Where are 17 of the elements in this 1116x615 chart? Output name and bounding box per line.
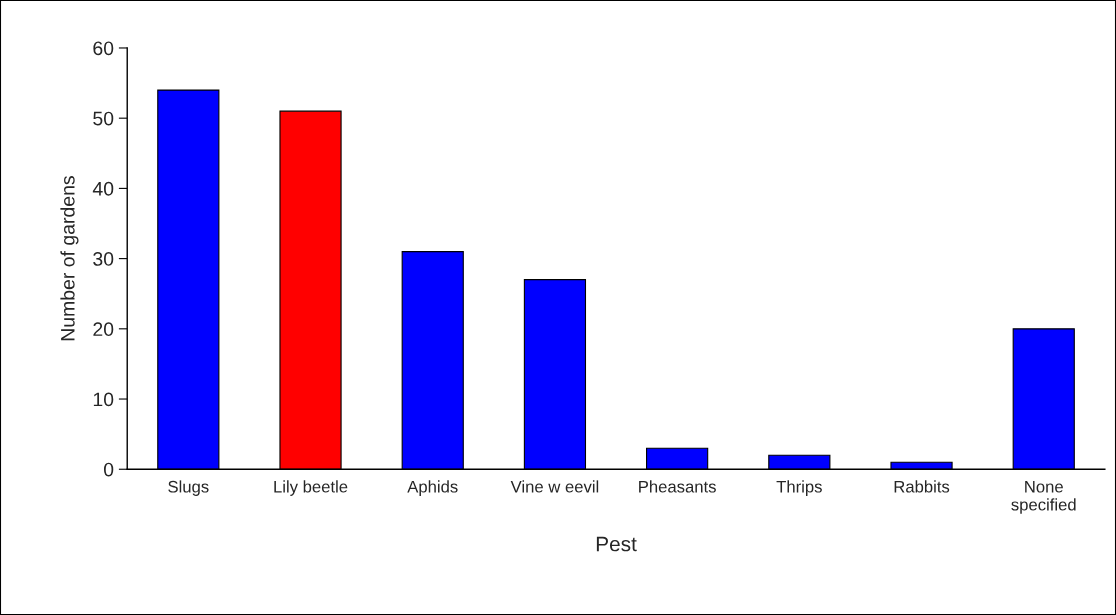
x-tick-label: Pheasants	[639, 480, 716, 493]
x-tick-label: Rabbits	[894, 480, 950, 493]
y-tick-label: 50	[93, 111, 114, 126]
x-tick-label: Aphids	[407, 480, 458, 496]
y-tick-label: 60	[93, 41, 114, 56]
x-tick-label: None specified	[1011, 480, 1076, 514]
y-tick-label: 20	[93, 322, 114, 337]
y-tick-label: 30	[93, 252, 114, 266]
y-tick-label: 40	[92, 181, 114, 196]
x-tick-label: Lily beetle	[274, 480, 348, 496]
y-tick-label: 0	[103, 462, 114, 477]
x-axis-title: Pest	[596, 536, 637, 552]
x-tick-label: Thrips	[776, 480, 822, 496]
x-tick-label: Slugs	[168, 480, 209, 496]
x-tick-label: Vine w eevil	[510, 480, 599, 493]
y-tick-label: 10	[93, 392, 114, 407]
y-axis-title: Number of gardens	[60, 176, 79, 341]
